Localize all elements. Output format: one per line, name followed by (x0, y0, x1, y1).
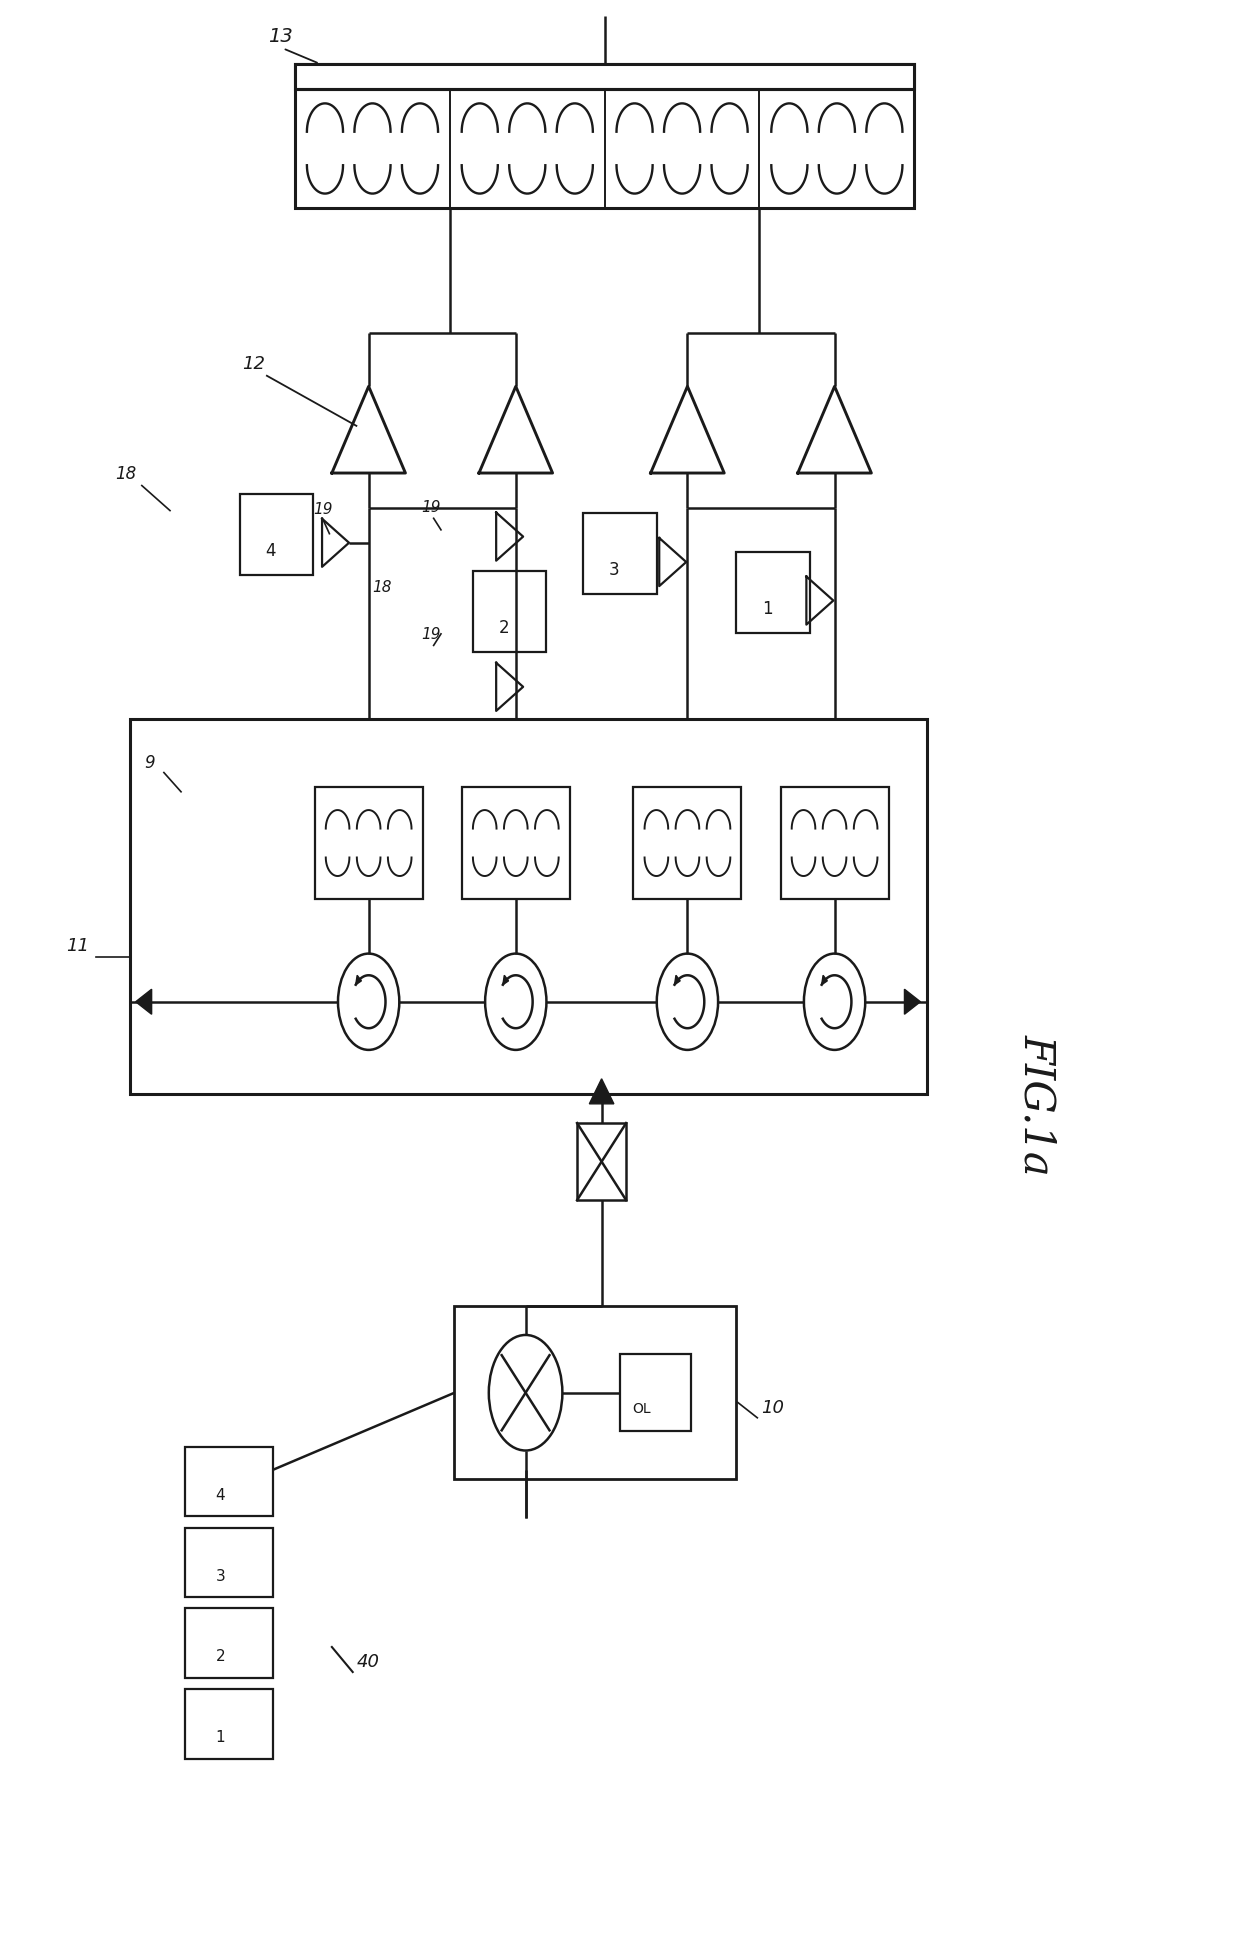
Text: 4: 4 (216, 1487, 226, 1503)
Bar (583, 514, 657, 595)
Polygon shape (135, 989, 151, 1014)
Bar (185, 1528, 273, 1598)
Text: 9: 9 (144, 754, 155, 772)
Bar (461, 787, 569, 900)
Bar (315, 787, 423, 900)
Text: 19: 19 (422, 500, 441, 514)
Bar (577, 1123, 626, 1200)
Bar (295, 64, 914, 89)
Polygon shape (356, 975, 361, 985)
Bar (295, 64, 914, 209)
Text: 40: 40 (356, 1652, 379, 1669)
Bar (185, 1609, 273, 1677)
Bar (620, 1355, 691, 1431)
Polygon shape (675, 975, 681, 985)
Bar (239, 494, 314, 576)
Text: 18: 18 (372, 580, 392, 595)
Text: OL: OL (632, 1402, 651, 1415)
Text: 2: 2 (216, 1648, 226, 1664)
Polygon shape (904, 989, 920, 1014)
Bar (455, 1307, 737, 1479)
Polygon shape (589, 1080, 614, 1103)
Bar (185, 1689, 273, 1759)
Bar (129, 719, 926, 1096)
Text: 2: 2 (498, 619, 510, 636)
Text: 19: 19 (422, 626, 441, 642)
Text: 3: 3 (609, 560, 620, 580)
Bar (634, 787, 742, 900)
Text: 4: 4 (265, 541, 277, 560)
Text: 10: 10 (761, 1398, 784, 1415)
Text: 13: 13 (268, 27, 293, 47)
Text: 1: 1 (216, 1730, 226, 1745)
Bar (185, 1446, 273, 1516)
Text: 11: 11 (66, 937, 89, 954)
Bar (472, 572, 547, 653)
Bar (781, 787, 889, 900)
Polygon shape (503, 975, 508, 985)
Text: 19: 19 (314, 502, 334, 516)
Polygon shape (822, 975, 827, 985)
Bar (737, 553, 810, 634)
Text: FIG.1a: FIG.1a (1016, 1033, 1058, 1175)
Text: 3: 3 (216, 1569, 226, 1582)
Text: 18: 18 (115, 465, 136, 483)
Text: 1: 1 (763, 599, 773, 617)
Text: 12: 12 (242, 355, 265, 372)
